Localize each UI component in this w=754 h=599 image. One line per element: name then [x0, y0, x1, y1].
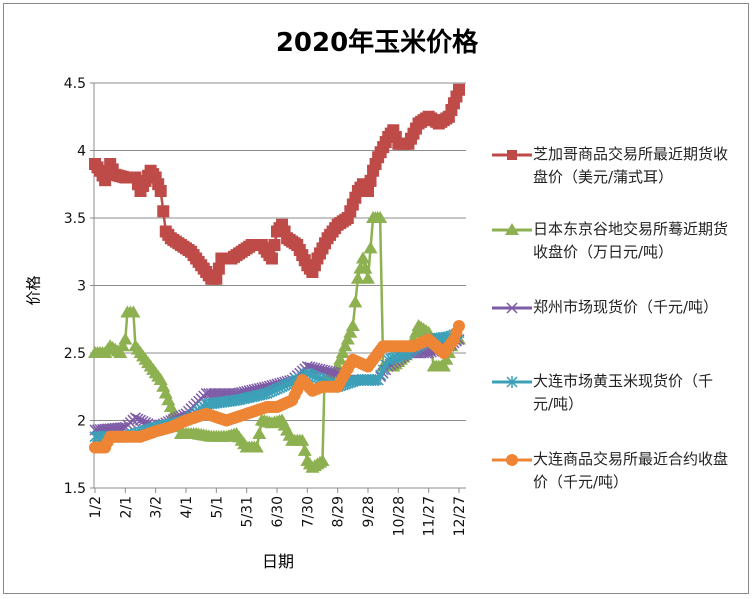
legend-label: 日本东京谷地交易所蓦近期货收盘价（万日元/吨）	[533, 220, 729, 261]
x-tick-label: 7/30	[300, 496, 316, 527]
x-tick-label: 6/30	[270, 496, 286, 527]
x-tick-label: 2/1	[118, 496, 134, 519]
data-point	[115, 339, 130, 352]
y-tick-label: 4	[77, 144, 86, 160]
x-tick-label: 8/29	[331, 496, 347, 527]
x-axis-label: 日期	[262, 552, 295, 571]
y-tick-label: 1.5	[64, 481, 86, 497]
legend-label: 郑州市场现货价（千元/吨）	[533, 298, 719, 316]
data-point	[340, 332, 355, 345]
data-point	[362, 185, 374, 197]
x-tick-label: 5/1	[209, 496, 225, 519]
data-point	[358, 261, 373, 274]
data-point	[361, 271, 375, 284]
data-point	[126, 305, 141, 318]
y-tick-label: 3.5	[64, 211, 86, 227]
x-tick-label: 12/27	[452, 496, 468, 536]
x-tick-label: 1/2	[88, 496, 104, 519]
legend-label: 芝加哥商品交易所最近期货收盘价（美元/蒲式耳）	[533, 145, 729, 186]
data-point	[333, 352, 348, 365]
data-point	[154, 185, 167, 197]
data-point	[252, 427, 267, 439]
data-point	[157, 205, 170, 218]
data-point	[355, 251, 370, 264]
chart-title: 2020年玉米价格	[275, 28, 479, 58]
data-point	[350, 271, 365, 284]
data-point	[364, 174, 377, 187]
y-tick-label: 2.5	[64, 346, 86, 362]
data-point	[343, 325, 358, 338]
data-point	[265, 252, 278, 265]
x-tick-label: 10/28	[391, 496, 407, 536]
data-point	[212, 262, 225, 275]
data-point	[268, 239, 281, 251]
data-point	[113, 346, 128, 358]
data-point	[439, 352, 454, 365]
data-point	[118, 332, 133, 345]
x-tick-label: 11/27	[422, 496, 438, 536]
data-point	[453, 83, 465, 96]
data-point	[436, 359, 451, 372]
x-tick-label: 5/31	[240, 496, 256, 527]
chart-frame	[3, 3, 749, 594]
y-tick-label: 4.5	[64, 76, 86, 92]
x-tick-label: 3/2	[149, 496, 165, 519]
data-point	[335, 346, 350, 358]
legend-x-marker-icon	[492, 302, 532, 314]
data-point	[295, 433, 310, 446]
x-tick-label: 4/1	[179, 496, 195, 519]
legend-star-marker-icon	[492, 376, 532, 388]
data-point	[373, 211, 388, 223]
legend-label: 大连市场黄玉米现货价（千元/吨）	[533, 372, 714, 413]
data-point	[345, 319, 360, 331]
y-tick-label: 3	[77, 279, 86, 295]
data-point	[315, 454, 330, 466]
x-tick-label: 9/28	[361, 496, 377, 527]
legend-label: 大连商品交易所最近合约收盘价（千元/吨）	[533, 450, 729, 491]
data-point	[249, 440, 264, 453]
y-tick-label: 2	[77, 414, 86, 430]
legend-triangle-marker-icon	[492, 223, 532, 235]
legend-circle-marker-icon	[492, 454, 532, 466]
data-point	[338, 339, 353, 352]
data-point	[363, 241, 378, 254]
data-point	[297, 443, 312, 456]
data-point	[348, 295, 363, 308]
data-point	[210, 272, 223, 285]
data-point	[453, 320, 465, 332]
legend-square-marker-icon	[492, 150, 532, 160]
